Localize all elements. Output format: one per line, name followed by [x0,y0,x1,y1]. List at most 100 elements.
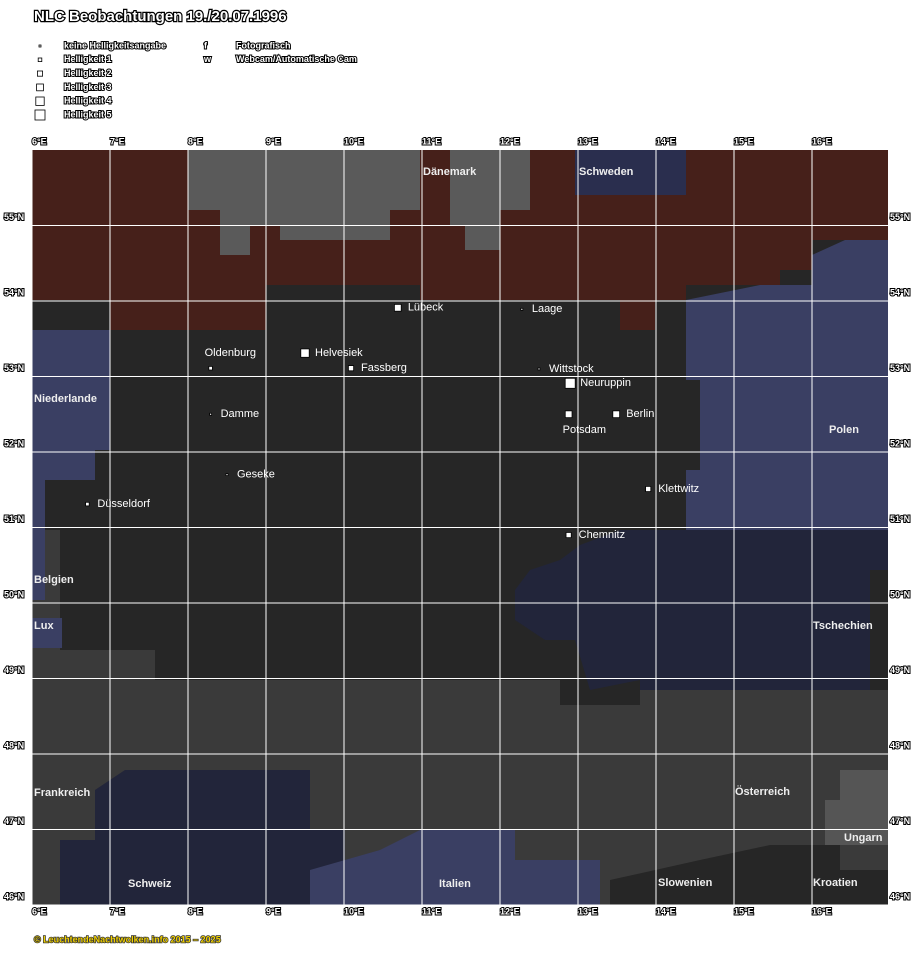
lon-tick-label: 8°E [188,906,203,916]
station-marker [348,365,355,372]
lat-tick-label: 51°N [4,514,24,524]
station-marker [85,501,90,507]
station-label: Lübeck [408,302,444,314]
lat-tick-label: 46°N [890,891,910,901]
lat-tick-label: 46°N [4,891,24,901]
legend-symbol [37,57,43,62]
lon-tick-label: 8°E [188,136,203,146]
legend-label: Webcam/Automatische Cam [236,54,357,64]
station-marker [225,473,229,477]
footer: © LeuchtendeNachtwolken.info 2015 – 2025 [34,934,221,944]
legend-label: Helligkeit 4 [64,96,112,106]
legend-label: Helligkeit 3 [64,82,112,92]
country-label: Österreich [735,785,790,798]
graticule: 6°E 6°E 7°E 7°E 8°E 8°E 9°E 9°E 10°E 10°E 11°E 11°E… [3,135,911,917]
lat-tick-label: 54°N [890,287,910,297]
legend-symbol [38,44,42,48]
lon-tick-label: 14°E [656,136,676,146]
country-label: Slowenien [658,877,713,889]
station-label: Wittstock [549,363,594,375]
lat-tick-label: 55°N [890,212,910,222]
station-marker [537,367,541,371]
lon-tick-label: 14°E [656,906,676,916]
station-marker [300,348,310,358]
station-marker [209,412,213,416]
background [32,150,888,905]
station-label: Potsdam [563,424,606,436]
lat-tick-label: 47°N [890,816,910,826]
station-marker [520,307,524,311]
country-label: Ungarn [844,832,883,844]
legend-symbol: w [203,54,212,64]
station-label: Berlin [626,408,654,420]
country-label: Niederlande [34,393,97,405]
legend-symbol [37,70,44,77]
station-marker [564,410,573,419]
lat-tick-label: 53°N [890,363,910,373]
lon-tick-label: 15°E [734,136,754,146]
lat-tick-label: 49°N [890,665,910,675]
station-marker [208,365,213,371]
station-label: Geseke [237,469,275,481]
country-label: Polen [829,424,859,436]
lon-tick-label: 11°E [422,136,441,146]
lon-tick-label: 9°E [266,136,281,146]
country-label: Schweden [579,166,634,178]
country-label: Dänemark [423,166,477,178]
lat-tick-label: 50°N [890,589,910,599]
lon-tick-label: 13°E [578,136,598,146]
legend-label: Helligkeit 2 [64,68,112,78]
legend-label: keine Helligkeitsangabe [64,40,166,50]
lat-tick-label: 51°N [890,514,910,524]
station-label: Neuruppin [580,377,631,389]
lon-tick-label: 7°E [110,136,125,146]
legend-symbol [34,109,46,121]
country-label: Belgien [34,574,74,586]
station-label: Oldenburg [205,347,256,359]
legend-label: Fotografisch [236,40,291,50]
lon-tick-label: 6°E [32,136,47,146]
country-label: Lux [34,620,54,632]
country-label: Frankreich [34,787,91,799]
station-marker [645,485,652,492]
lon-tick-label: 9°E [266,906,281,916]
lon-tick-label: 16°E [812,136,832,146]
legend-label: Helligkeit 5 [64,109,112,119]
legend-symbol [36,83,44,92]
country-label: Tschechien [813,620,873,632]
station-label: Damme [221,408,260,420]
lon-tick-label: 13°E [578,906,598,916]
station-label: Fassberg [361,362,407,374]
station-label: Laage [532,303,563,315]
station-marker [612,410,621,419]
station-label: Düsseldorf [97,498,151,510]
station-label: Klettwitz [658,483,699,495]
station-marker [564,377,576,389]
lon-tick-label: 10°E [344,906,364,916]
overlay: Dänemark Schweden Niederlande Polen Belgien L… [34,166,883,890]
station-label: Helvesiek [315,347,363,359]
legend-symbol: f [204,40,208,50]
lon-tick-label: 15°E [734,906,754,916]
lat-tick-label: 48°N [4,740,24,750]
station-marker [565,532,572,539]
lon-tick-label: 12°E [500,136,520,146]
lon-tick-label: 10°E [344,136,364,146]
lat-tick-label: 55°N [4,212,24,222]
lat-tick-label: 47°N [4,816,24,826]
lat-tick-label: 54°N [4,287,24,297]
lat-tick-label: 49°N [4,665,24,675]
legend-symbol [35,96,45,106]
lat-tick-label: 50°N [4,589,24,599]
station-marker [394,303,402,312]
lon-tick-label: 11°E [422,906,441,916]
country-label: Italien [439,878,471,890]
legend-label: Helligkeit 1 [64,54,112,64]
lon-tick-label: 7°E [110,906,125,916]
country-label: Kroatien [813,877,858,889]
lat-tick-label: 48°N [890,740,910,750]
lon-tick-label: 12°E [500,906,520,916]
lat-tick-label: 53°N [4,363,24,373]
title: NLC Beobachtungen 19./20.07.1996 [34,8,287,25]
